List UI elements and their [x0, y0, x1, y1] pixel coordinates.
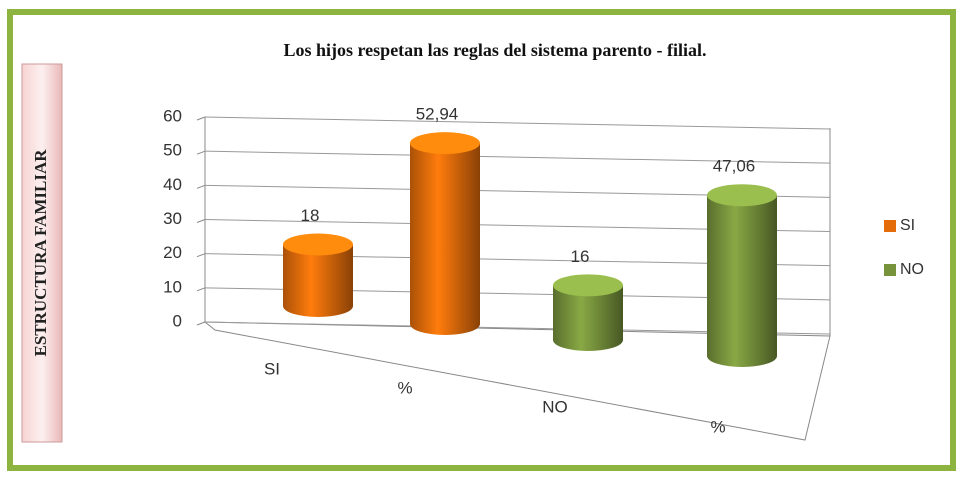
bar-body — [410, 143, 480, 335]
bar — [553, 274, 623, 351]
y-tick — [196, 116, 206, 121]
y-tick — [196, 287, 206, 292]
x-tick-label: % — [710, 417, 725, 436]
y-tick — [196, 321, 206, 326]
y-tick-label: 50 — [163, 141, 182, 160]
chart-title: Los hijos respetan las reglas del sistem… — [284, 40, 707, 60]
data-label: 18 — [301, 206, 320, 225]
grid-line — [204, 150, 831, 164]
bar — [283, 233, 353, 317]
y-tick-label: 60 — [163, 106, 182, 125]
grid-line — [204, 116, 831, 130]
legend-label: NO — [900, 261, 924, 278]
bar-body — [283, 244, 353, 317]
y-tick — [196, 150, 206, 155]
y-tick-label: 30 — [163, 209, 182, 228]
y-tick-label: 20 — [163, 243, 182, 262]
data-label: 52,94 — [416, 105, 459, 124]
bar-body — [553, 285, 623, 351]
bar-top — [553, 274, 623, 297]
data-label: 16 — [571, 247, 590, 266]
bar-top — [707, 184, 777, 207]
bar — [410, 132, 480, 335]
y-tick — [196, 184, 206, 189]
y-tick-label: 0 — [173, 311, 182, 330]
x-tick-label: SI — [264, 359, 280, 378]
side-box — [21, 63, 63, 443]
y-tick-label: 10 — [163, 277, 182, 296]
y-tick-label: 40 — [163, 175, 182, 194]
bar-top — [283, 233, 353, 256]
bar — [707, 184, 777, 367]
bar-body — [707, 195, 777, 367]
legend-swatch — [884, 264, 896, 276]
y-tick — [196, 219, 206, 223]
bar-top — [410, 132, 480, 155]
x-tick-label: % — [397, 378, 412, 397]
legend-swatch — [884, 220, 896, 232]
y-tick — [196, 253, 206, 258]
x-tick-label: NO — [542, 397, 568, 416]
legend-label: SI — [900, 217, 915, 234]
data-label: 47,06 — [713, 157, 756, 176]
side-label: ESTRUCTURA FAMILIAR — [31, 149, 50, 357]
